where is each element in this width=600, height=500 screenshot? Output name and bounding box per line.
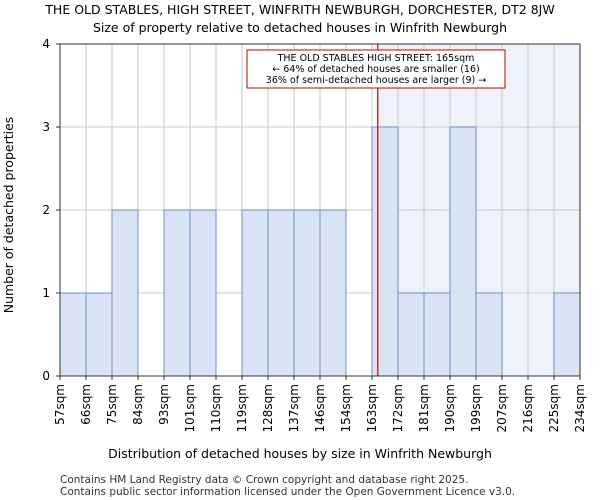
y-tick-label: 0 xyxy=(42,369,50,383)
x-tick-label: 172sqm xyxy=(391,384,405,432)
footer-line-2: Contains public sector information licen… xyxy=(60,486,515,498)
plot-area: 0 1 2 3 4 57sqm 66sqm 75sqm 84sqm 93sqm 101sqm 110s… xyxy=(42,37,587,432)
y-axis-label: Number of detached properties xyxy=(1,117,16,314)
histogram-bar xyxy=(163,209,191,377)
annotation-box xyxy=(246,49,506,89)
histogram-bar xyxy=(267,209,295,377)
annotation-line: THE OLD STABLES HIGH STREET: 165sqm xyxy=(277,53,475,64)
histogram-bar xyxy=(241,209,269,377)
x-tick-label: 57sqm xyxy=(53,384,67,425)
x-tick-label: 119sqm xyxy=(235,384,249,432)
x-tick-label: 84sqm xyxy=(131,384,145,425)
x-tick-label: 154sqm xyxy=(339,384,353,432)
x-tick-label: 163sqm xyxy=(365,384,379,432)
histogram-bar xyxy=(371,126,399,377)
histogram-bar xyxy=(319,209,347,377)
x-tick-label: 101sqm xyxy=(183,384,197,432)
x-tick-label: 225sqm xyxy=(547,384,561,432)
histogram-bar xyxy=(475,292,503,377)
y-tick-label: 2 xyxy=(42,203,50,217)
annotation-line: ← 64% of detached houses are smaller (16… xyxy=(272,64,479,75)
annotation-line: 36% of semi-detached houses are larger (… xyxy=(266,75,486,86)
histogram-bar xyxy=(397,292,425,377)
x-tick-label: 128sqm xyxy=(261,384,275,432)
x-tick-label: 216sqm xyxy=(521,384,535,432)
y-tick-label: 1 xyxy=(42,286,50,300)
x-tick-label: 234sqm xyxy=(573,384,587,432)
x-tick-label: 207sqm xyxy=(495,384,509,432)
x-tick-label: 190sqm xyxy=(443,384,457,432)
histogram-bar xyxy=(111,209,139,377)
histogram-bar xyxy=(85,292,113,377)
x-tick-label: 199sqm xyxy=(469,384,483,432)
histogram-bar xyxy=(189,209,217,377)
x-tick-label: 146sqm xyxy=(313,384,327,432)
x-tick-label: 110sqm xyxy=(209,384,223,432)
x-tick-label: 181sqm xyxy=(417,384,431,432)
x-tick-label: 137sqm xyxy=(287,384,301,432)
x-tick-label: 93sqm xyxy=(157,384,171,425)
footer-line-1: Contains HM Land Registry data © Crown c… xyxy=(60,474,468,486)
chart-title: THE OLD STABLES, HIGH STREET, WINFRITH N… xyxy=(44,2,554,17)
histogram-bar xyxy=(59,292,87,377)
y-tick-label: 4 xyxy=(42,37,50,51)
x-tick-label: 66sqm xyxy=(79,384,93,425)
y-tick-label: 3 xyxy=(42,120,50,134)
histogram-bar xyxy=(293,209,321,377)
histogram-bar xyxy=(423,292,451,377)
histogram-bar xyxy=(449,126,477,377)
chart-subtitle: Size of property relative to detached ho… xyxy=(93,20,507,35)
histogram-bar xyxy=(553,292,581,377)
x-tick-label: 75sqm xyxy=(105,384,119,425)
x-axis-label: Distribution of detached houses by size … xyxy=(108,446,492,461)
